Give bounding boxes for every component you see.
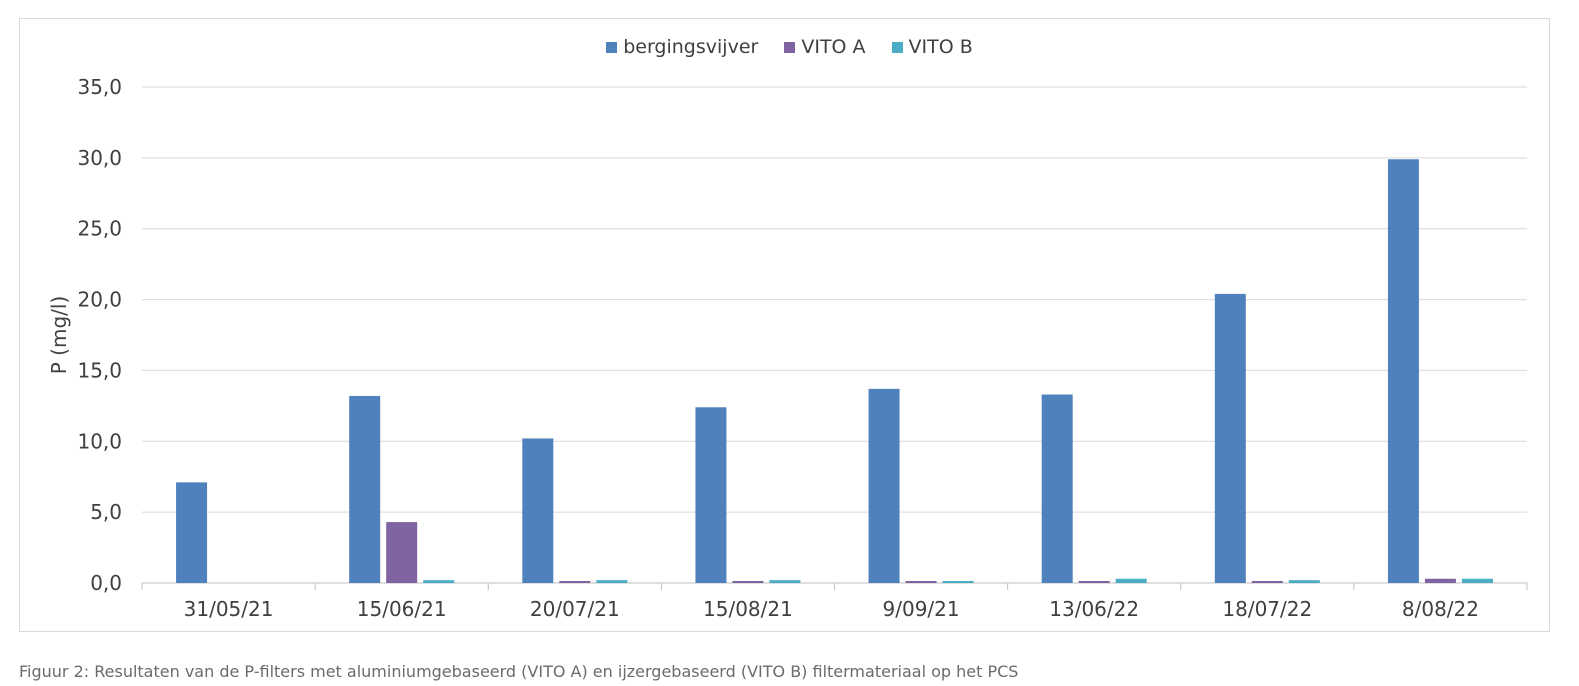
y-axis-label: P (mg/l) [47, 296, 71, 375]
bars [176, 159, 1493, 583]
bar-vito-a [386, 522, 418, 583]
y-tick-label: 15,0 [77, 358, 122, 382]
legend-swatch [784, 41, 796, 53]
y-tick-label: 20,0 [77, 288, 122, 312]
y-tick-label: 0,0 [90, 571, 122, 595]
legend-swatch [891, 41, 903, 53]
chart-legend: bergingsvijver VITO A VITO B [0, 36, 1579, 58]
bar-vito-a [1424, 578, 1456, 583]
bar-bergingsvijver [695, 407, 727, 583]
bar-vito-b [769, 580, 801, 583]
bar-vito-a [905, 581, 937, 583]
x-tick-label: 18/07/22 [1222, 597, 1312, 621]
bar-vito-b [1115, 578, 1147, 583]
legend-label: bergingsvijver [623, 36, 759, 58]
bar-vito-b [423, 580, 455, 583]
bar-bergingsvijver [1214, 293, 1246, 583]
x-tick-label: 8/08/22 [1402, 597, 1479, 621]
bar-vito-a [732, 581, 764, 583]
bar-bergingsvijver [522, 438, 554, 583]
x-tick-label: 13/06/22 [1049, 597, 1139, 621]
x-tick-label: 15/08/21 [703, 597, 793, 621]
bar-vito-a [559, 581, 591, 583]
y-tick-labels: 0,0 5,0 10,0 15,0 20,0 25,0 30,0 35,0 [77, 75, 122, 595]
bar-vito-b [1461, 578, 1493, 583]
legend-label: VITO A [801, 36, 866, 58]
chart-frame [19, 18, 1550, 632]
y-tick-label: 5,0 [90, 500, 122, 524]
legend-label: VITO B [908, 36, 973, 58]
x-tick-labels: 31/05/21 15/06/21 20/07/21 15/08/21 9/09/21 1… [184, 597, 1479, 621]
y-tick-label: 25,0 [77, 217, 122, 241]
x-tick-label: 31/05/21 [184, 597, 274, 621]
bar-chart: 0,0 5,0 10,0 15,0 20,0 25,0 30,0 35,0 31/05/21 1… [47, 75, 1528, 621]
bar-bergingsvijver [349, 395, 381, 583]
bar-bergingsvijver [176, 482, 208, 583]
bar-bergingsvijver [1387, 159, 1419, 583]
bar-bergingsvijver [868, 388, 900, 583]
x-tick-label: 9/09/21 [883, 597, 960, 621]
bar-vito-a [1251, 581, 1283, 583]
bar-vito-b [942, 581, 974, 583]
y-tick-label: 10,0 [77, 429, 122, 453]
bar-vito-a [1078, 581, 1110, 583]
y-tick-label: 30,0 [77, 146, 122, 170]
legend-item: bergingsvijver [606, 36, 758, 58]
bar-bergingsvijver [1041, 394, 1073, 583]
legend-item: VITO B [891, 36, 973, 58]
x-tick-label: 15/06/21 [357, 597, 447, 621]
bar-vito-b [1288, 580, 1320, 583]
x-tick-label: 20/07/21 [530, 597, 620, 621]
legend-item: VITO A [784, 36, 866, 58]
legend-swatch [606, 41, 618, 53]
y-tick-label: 35,0 [77, 75, 122, 99]
figure-caption: Figuur 2: Resultaten van de P-filters me… [19, 662, 1019, 681]
bar-vito-b [596, 580, 628, 583]
